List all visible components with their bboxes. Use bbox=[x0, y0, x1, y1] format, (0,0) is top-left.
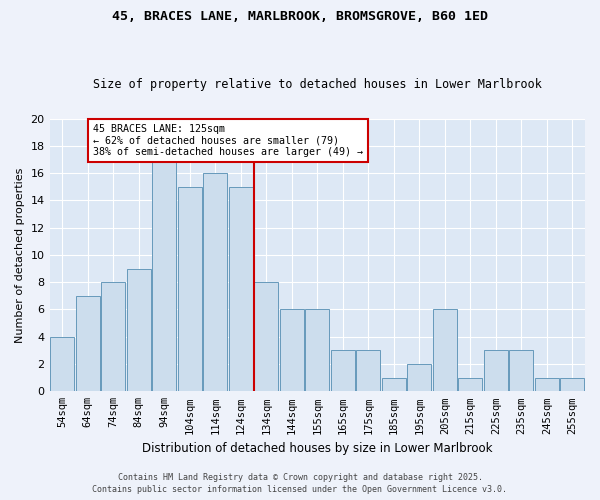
Text: 45, BRACES LANE, MARLBROOK, BROMSGROVE, B60 1ED: 45, BRACES LANE, MARLBROOK, BROMSGROVE, … bbox=[112, 10, 488, 23]
Bar bbox=[254, 282, 278, 392]
X-axis label: Distribution of detached houses by size in Lower Marlbrook: Distribution of detached houses by size … bbox=[142, 442, 493, 455]
Bar bbox=[50, 337, 74, 392]
Bar bbox=[484, 350, 508, 392]
Bar bbox=[560, 378, 584, 392]
Text: 45 BRACES LANE: 125sqm
← 62% of detached houses are smaller (79)
38% of semi-det: 45 BRACES LANE: 125sqm ← 62% of detached… bbox=[93, 124, 363, 157]
Bar bbox=[356, 350, 380, 392]
Bar bbox=[203, 173, 227, 392]
Bar bbox=[458, 378, 482, 392]
Bar bbox=[382, 378, 406, 392]
Bar bbox=[331, 350, 355, 392]
Bar bbox=[178, 186, 202, 392]
Bar bbox=[152, 160, 176, 392]
Text: Contains HM Land Registry data © Crown copyright and database right 2025.
Contai: Contains HM Land Registry data © Crown c… bbox=[92, 472, 508, 494]
Bar bbox=[407, 364, 431, 392]
Bar bbox=[101, 282, 125, 392]
Bar bbox=[433, 310, 457, 392]
Bar bbox=[305, 310, 329, 392]
Bar bbox=[535, 378, 559, 392]
Bar bbox=[76, 296, 100, 392]
Title: Size of property relative to detached houses in Lower Marlbrook: Size of property relative to detached ho… bbox=[93, 78, 542, 91]
Y-axis label: Number of detached properties: Number of detached properties bbox=[15, 167, 25, 342]
Bar bbox=[229, 186, 253, 392]
Bar bbox=[127, 268, 151, 392]
Bar bbox=[280, 310, 304, 392]
Bar bbox=[509, 350, 533, 392]
